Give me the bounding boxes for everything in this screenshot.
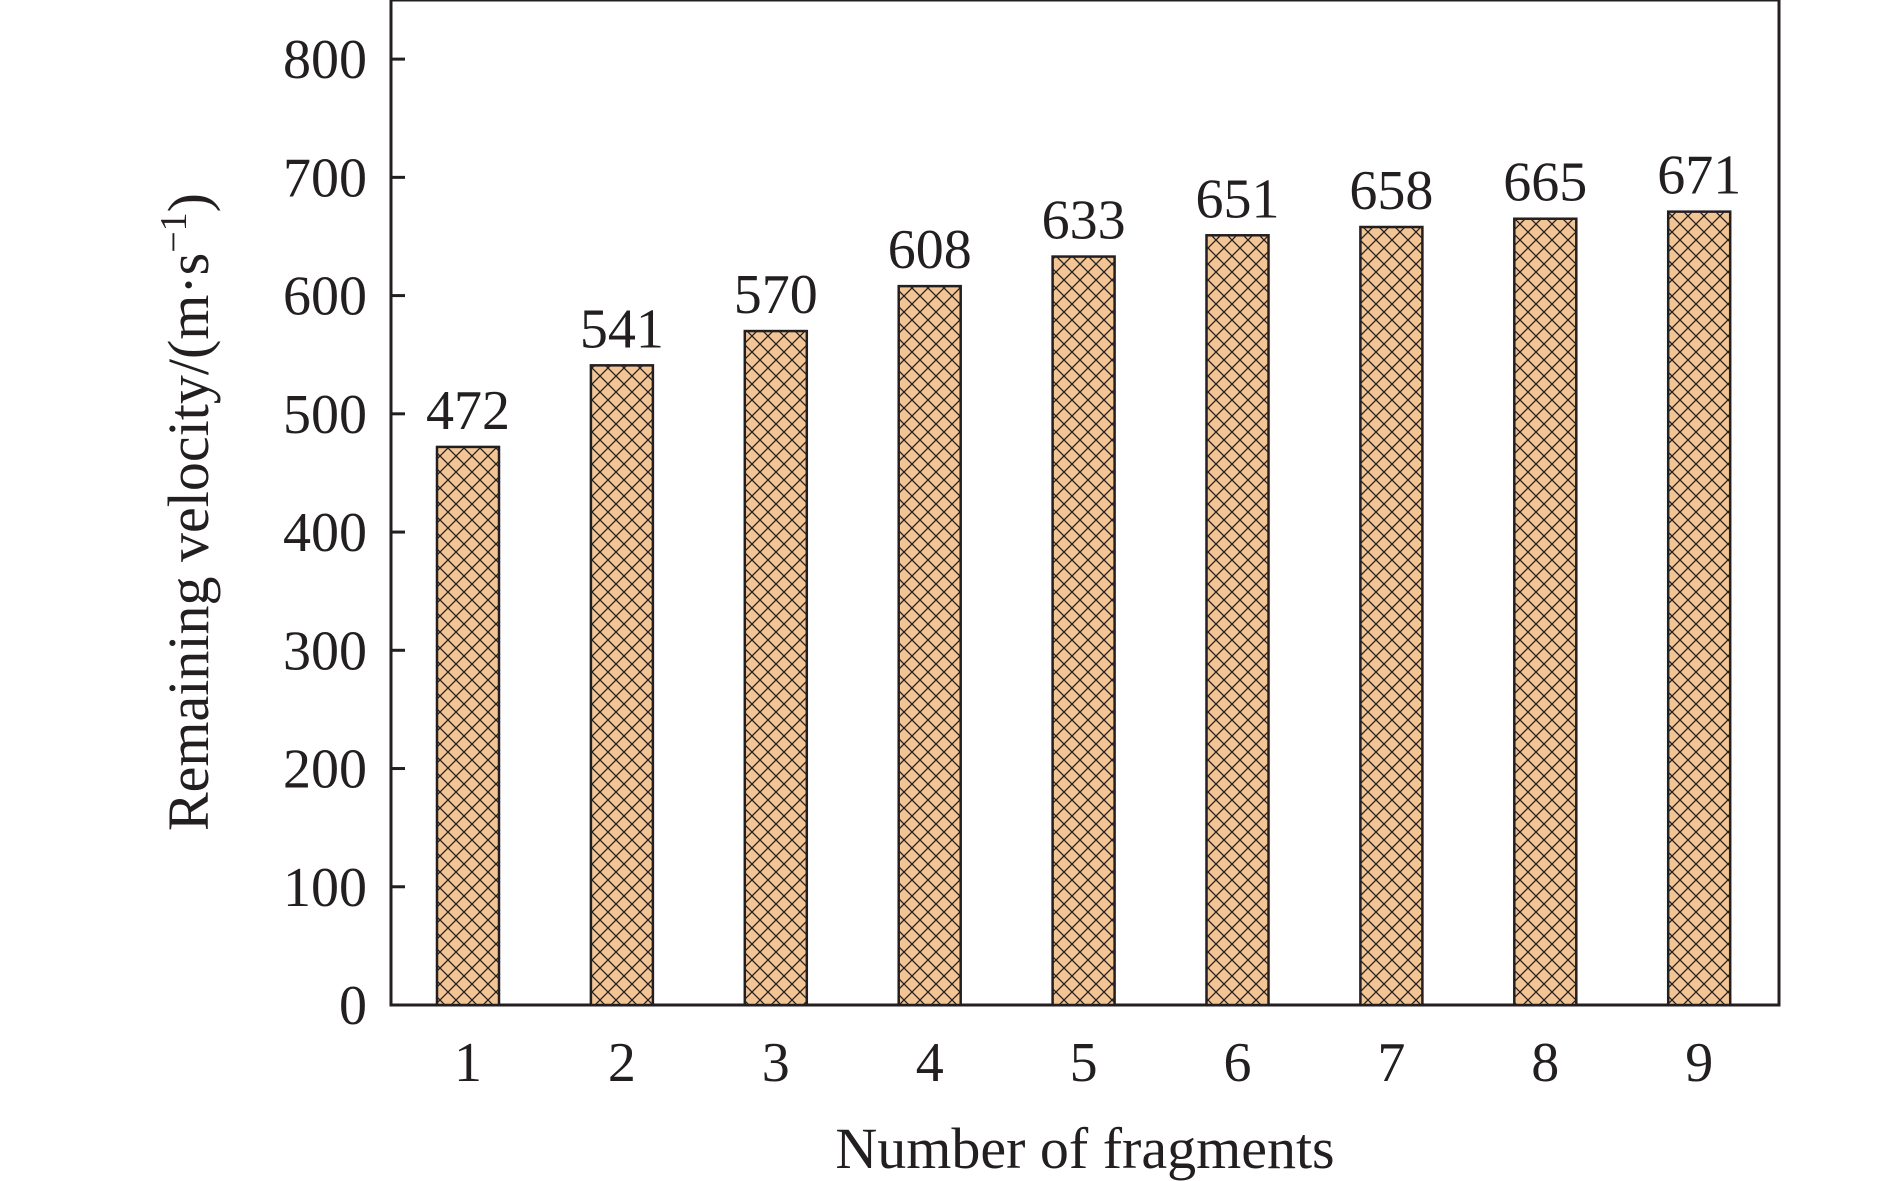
- y-tick-label: 300: [283, 620, 367, 682]
- y-axis-title-close: ): [156, 193, 221, 212]
- bar-series: [435, 210, 1732, 1007]
- bar-value-label: 633: [1042, 190, 1126, 252]
- y-tick-label: 200: [283, 739, 367, 801]
- y-axis-title-sup: −1: [153, 212, 195, 252]
- x-tick-label: 5: [1070, 1032, 1098, 1094]
- x-tick-label: 4: [916, 1032, 944, 1094]
- y-axis-title: Remaining velocity/(m·s−1): [153, 193, 221, 831]
- bar-value-label: 651: [1196, 168, 1280, 230]
- x-tick-label: 7: [1377, 1032, 1405, 1094]
- bar-value-label: 472: [426, 380, 510, 442]
- y-tick-label: 0: [339, 975, 367, 1037]
- bar-value-label: 608: [888, 219, 972, 281]
- x-tick-label: 3: [762, 1032, 790, 1094]
- bar: [589, 364, 655, 1007]
- y-tick-label: 700: [283, 147, 367, 209]
- bar: [1205, 234, 1270, 1007]
- bar: [1666, 210, 1732, 1007]
- bar: [743, 329, 809, 1007]
- x-tick-label: 1: [454, 1032, 482, 1094]
- data-labels: 472 541 570 608 633 651 658 665 671: [426, 145, 1741, 442]
- bar-value-label: 665: [1503, 152, 1587, 214]
- bar-value-label: 671: [1657, 145, 1741, 207]
- x-tick-label: 2: [608, 1032, 636, 1094]
- x-tick-label: 6: [1224, 1032, 1252, 1094]
- bar-value-label: 658: [1349, 160, 1433, 222]
- x-tick-label: 9: [1685, 1032, 1713, 1094]
- y-tick-label: 400: [283, 502, 367, 564]
- bar: [1359, 225, 1424, 1007]
- y-axis-title-main: Remaining velocity/(m·s: [156, 253, 221, 831]
- x-axis-title: Number of fragments: [835, 1116, 1334, 1181]
- y-tick-label: 100: [283, 857, 367, 919]
- y-tick-label: 500: [283, 384, 367, 446]
- bar: [1513, 217, 1578, 1007]
- y-tick-label: 600: [283, 266, 367, 328]
- bar: [1051, 255, 1116, 1007]
- x-tick-label: 8: [1531, 1032, 1559, 1094]
- bar: [435, 445, 501, 1007]
- bar-value-label: 570: [734, 264, 818, 326]
- bar: [897, 284, 962, 1007]
- y-tick-label: 800: [283, 29, 367, 91]
- bar-value-label: 541: [580, 298, 664, 360]
- y-axis: 0 100 200 300 400 500 600 700 800: [283, 29, 405, 1037]
